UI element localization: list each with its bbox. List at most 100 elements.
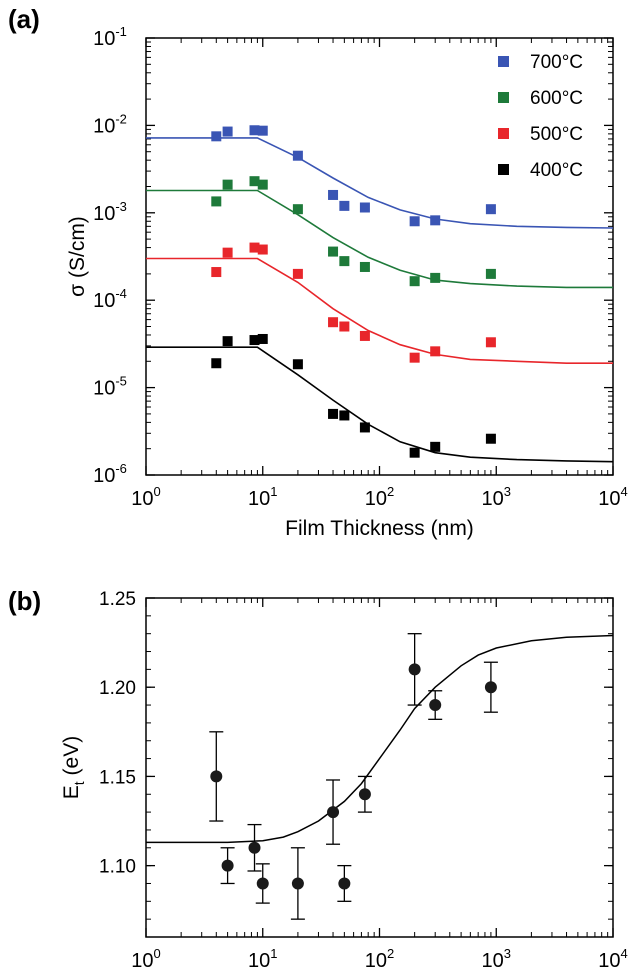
fit-curve-b bbox=[146, 634, 614, 844]
y-tick-label-b: 1.25 bbox=[99, 589, 136, 610]
x-tick-label-b: 101 bbox=[248, 946, 277, 972]
data-point-a bbox=[257, 179, 268, 190]
data-point-a bbox=[257, 125, 268, 136]
data-point-a bbox=[359, 261, 370, 272]
data-point-b bbox=[358, 788, 371, 801]
y-tick-label-a-base: 10 bbox=[93, 28, 115, 50]
data-point-a bbox=[222, 179, 233, 190]
data-point-a bbox=[292, 150, 303, 161]
x-tick-label-b-base: 10 bbox=[482, 950, 504, 972]
data-point-a bbox=[257, 244, 268, 255]
x-tick-label-b: 103 bbox=[482, 946, 511, 972]
data-point-a bbox=[359, 330, 370, 341]
x-tick-label-a-base: 10 bbox=[598, 488, 620, 510]
data-point-a bbox=[485, 204, 496, 215]
data-point-a bbox=[359, 422, 370, 433]
x-tick-label-b-exp: 3 bbox=[504, 946, 511, 961]
data-point-a bbox=[339, 321, 350, 332]
y-tick-label-b: 1.10 bbox=[99, 857, 136, 878]
y-tick-label-a-base: 10 bbox=[93, 378, 115, 400]
y-axis-label-b-main: E bbox=[60, 785, 83, 799]
data-point-a bbox=[222, 126, 233, 137]
data-point-a bbox=[328, 246, 339, 257]
data-point-a bbox=[328, 317, 339, 328]
data-point-b bbox=[429, 699, 442, 712]
x-tick-label-a-exp: 1 bbox=[270, 484, 277, 499]
y-tick-label-a-exp: -1 bbox=[115, 24, 127, 39]
data-point-a bbox=[292, 204, 303, 215]
data-point-a bbox=[359, 202, 370, 213]
data-point-b bbox=[291, 877, 304, 890]
data-point-a bbox=[222, 336, 233, 347]
fit-line-2 bbox=[146, 257, 613, 365]
legend-marker-2 bbox=[498, 128, 509, 139]
y-tick-label-a-base: 10 bbox=[93, 115, 115, 137]
fit-line-1 bbox=[146, 189, 613, 289]
x-tick-label-b-base: 10 bbox=[248, 950, 270, 972]
fit-line-3 bbox=[146, 346, 614, 463]
x-tick-label-a-base: 10 bbox=[365, 488, 387, 510]
x-tick-label-a-base: 10 bbox=[248, 488, 270, 510]
panel-b-label: (b) bbox=[8, 586, 42, 616]
data-point-a bbox=[409, 352, 420, 363]
legend-label-2: 500°C bbox=[530, 124, 583, 145]
x-tick-label-b-base: 10 bbox=[365, 950, 387, 972]
panel-a-chart: 100 101 102 103 10410-610-510-410-310-210-1F… bbox=[66, 24, 628, 540]
data-point-b bbox=[221, 859, 234, 872]
y-axis-label-b-sub: t bbox=[71, 781, 87, 785]
legend-marker-0 bbox=[498, 56, 509, 67]
legend-marker-1 bbox=[498, 92, 509, 103]
data-point-a bbox=[211, 196, 222, 207]
y-tick-label-a-base: 10 bbox=[93, 203, 115, 225]
data-point-a bbox=[328, 408, 339, 419]
data-point-a bbox=[485, 337, 496, 348]
data-point-a bbox=[339, 200, 350, 211]
data-point-a bbox=[339, 410, 350, 421]
y-axis-label-b-rest: (eV) bbox=[60, 736, 83, 782]
x-tick-label-a-base: 10 bbox=[482, 488, 504, 510]
data-point-a bbox=[292, 268, 303, 279]
data-point-a bbox=[249, 242, 260, 253]
x-tick-label-b-exp: 1 bbox=[270, 946, 277, 961]
legend-label-1: 600°C bbox=[530, 88, 583, 109]
data-point-a bbox=[339, 256, 350, 267]
y-tick-label-a-exp: -6 bbox=[115, 461, 127, 476]
data-point-a bbox=[257, 333, 268, 344]
legend-label-0: 700°C bbox=[530, 52, 583, 73]
x-axis-label-a: Film Thickness (nm) bbox=[285, 517, 474, 540]
y-axis-label-a: σ (S/cm) bbox=[66, 216, 89, 297]
x-tick-label-b-exp: 0 bbox=[154, 946, 161, 961]
x-tick-label-a-exp: 3 bbox=[504, 484, 511, 499]
x-tick-label-b-exp: 2 bbox=[387, 946, 394, 961]
x-tick-label-a: 100 bbox=[131, 484, 160, 510]
data-point-a bbox=[292, 359, 303, 370]
y-tick-label-a-exp: -5 bbox=[115, 374, 127, 389]
data-point-a bbox=[409, 447, 420, 458]
data-point-b bbox=[327, 806, 340, 819]
data-point-a bbox=[409, 216, 420, 227]
y-tick-label-a-base: 10 bbox=[93, 465, 115, 487]
x-tick-label-b: 104 bbox=[598, 946, 627, 972]
legend-label-3: 400°C bbox=[530, 160, 583, 181]
data-point-a bbox=[430, 346, 441, 357]
data-point-a bbox=[249, 176, 260, 187]
y-tick-label-a: 10-2 bbox=[93, 111, 127, 137]
y-tick-label-b: 1.15 bbox=[99, 767, 136, 788]
y-tick-label-a: 10-6 bbox=[93, 461, 127, 487]
data-point-a bbox=[249, 125, 260, 136]
x-tick-label-a: 102 bbox=[365, 484, 394, 510]
data-point-a bbox=[409, 276, 420, 287]
x-tick-label-a: 104 bbox=[598, 484, 627, 510]
data-point-a bbox=[249, 335, 260, 346]
y-tick-label-a: 10-5 bbox=[93, 374, 127, 400]
data-point-b bbox=[484, 681, 497, 694]
legend-marker-3 bbox=[498, 164, 509, 175]
data-point-a bbox=[211, 267, 222, 278]
panel-a-label: (a) bbox=[8, 4, 40, 34]
fit-line-0 bbox=[146, 137, 614, 229]
y-tick-label-a-exp: -3 bbox=[115, 199, 127, 214]
y-tick-label-a: 10-4 bbox=[93, 286, 127, 312]
data-point-a bbox=[485, 268, 496, 279]
